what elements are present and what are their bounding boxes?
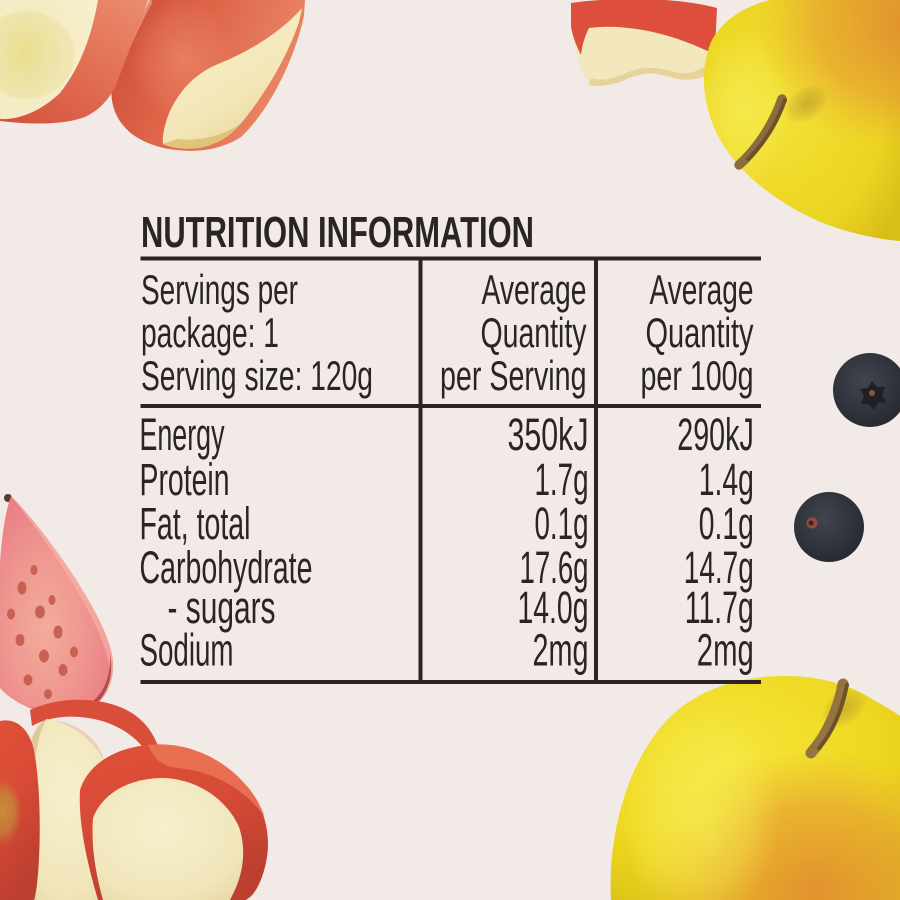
svg-text:Quantity: Quantity — [646, 309, 754, 356]
svg-text:per 100g: per 100g — [641, 352, 754, 399]
svg-text:Protein: Protein — [140, 454, 230, 505]
svg-text:290kJ: 290kJ — [677, 409, 754, 460]
svg-text:2mg: 2mg — [697, 625, 754, 676]
svg-text:Fat, total: Fat, total — [140, 498, 251, 549]
svg-text:per Serving: per Serving — [440, 352, 587, 399]
svg-text:1.4g: 1.4g — [699, 454, 754, 505]
svg-text:Carbohydrate: Carbohydrate — [140, 542, 313, 593]
svg-text:17.6g: 17.6g — [520, 542, 589, 593]
svg-text:0.1g: 0.1g — [699, 498, 754, 549]
svg-text:Serving size: 120g: Serving size: 120g — [141, 352, 373, 399]
svg-text:- sugars: - sugars — [168, 582, 276, 633]
svg-text:2mg: 2mg — [533, 625, 589, 676]
svg-text:0.1g: 0.1g — [535, 498, 589, 549]
svg-text:Average: Average — [650, 266, 754, 313]
svg-text:1.7g: 1.7g — [535, 454, 589, 505]
svg-text:Sodium: Sodium — [140, 625, 234, 676]
svg-text:Servings per: Servings per — [141, 266, 298, 313]
svg-text:package: 1: package: 1 — [141, 309, 279, 356]
svg-text:350kJ: 350kJ — [508, 409, 589, 460]
svg-text:NUTRITION INFORMATION: NUTRITION INFORMATION — [141, 208, 534, 257]
svg-text:Quantity: Quantity — [481, 309, 587, 356]
svg-text:Average: Average — [482, 266, 587, 313]
svg-text:11.7g: 11.7g — [685, 582, 754, 633]
svg-text:Energy: Energy — [140, 409, 225, 460]
svg-text:14.0g: 14.0g — [518, 582, 589, 633]
svg-text:14.7g: 14.7g — [684, 542, 754, 593]
